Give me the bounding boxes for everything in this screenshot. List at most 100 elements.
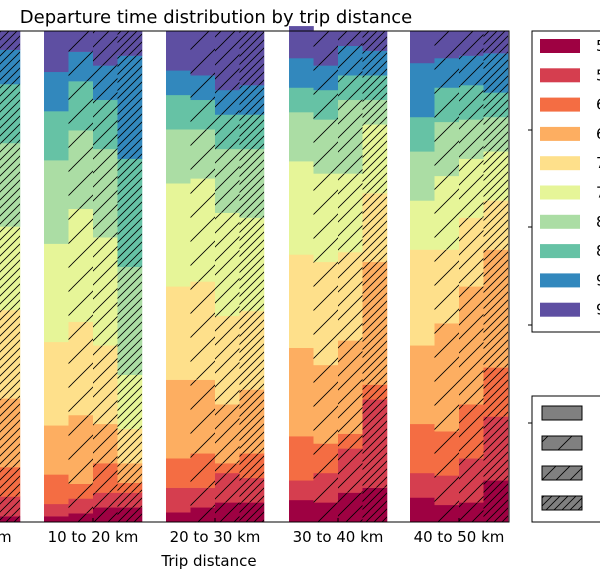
bar-hatch-g4-s3-b8 — [483, 53, 508, 93]
bar-hatch-g4-s3-b7 — [483, 92, 508, 117]
bar-hatch-g0-s3-b3 — [0, 398, 20, 468]
bar-hatch-g4-s1-b4 — [434, 249, 459, 324]
bar-hatch-g4-s1-b3 — [434, 323, 459, 432]
bar-hatch-g3-s1-b8 — [313, 65, 338, 90]
bar-segment-g3-s0-b1 — [289, 480, 314, 501]
bar-hatch-g3-s1-b4 — [313, 261, 338, 365]
bar-hatch-g3-s3-b6 — [362, 99, 387, 125]
x-tick-label-3: 30 to 40 km — [293, 528, 384, 546]
bar-segment-g1-s0-b7 — [44, 111, 69, 161]
bar-hatch-g3-s2-b3 — [338, 340, 363, 434]
legend-color-label-5: 7 — [596, 184, 600, 202]
bar-hatch-g2-s1-b4 — [190, 281, 215, 380]
bar-hatch-g3-s3-b4 — [362, 193, 387, 262]
bar-segment-g4-s0-b4 — [410, 249, 435, 346]
legend-color-label-2: 6 — [596, 96, 600, 114]
bar-hatch-g2-s3-b2 — [239, 453, 264, 478]
hatch-legend — [531, 395, 600, 523]
bar-segment-g1-s0-b0 — [44, 516, 69, 523]
bar-hatch-g1-s3-b7 — [117, 158, 142, 267]
bar-hatch-g1-s3-b4 — [117, 428, 142, 464]
bar-segment-g3-s0-b5 — [289, 161, 314, 255]
bar-hatch-g4-s2-b3 — [459, 286, 484, 405]
legend-color-swatch-6 — [540, 214, 580, 229]
bar-hatch-g1-s1-b4 — [68, 321, 93, 415]
bar-hatch-g1-s1-b9 — [68, 31, 93, 52]
bar-hatch-g2-s3-b0 — [239, 502, 264, 522]
legend-color-swatch-0 — [540, 39, 580, 53]
bar-hatch-g2-s3-b4 — [239, 310, 264, 390]
bar-segment-g3-s0-b3 — [289, 347, 314, 437]
bar-hatch-g3-s2-b9 — [338, 31, 363, 46]
x-tick-label-2: 20 to 30 km — [170, 528, 261, 546]
bar-hatch-g3-s2-b5 — [338, 173, 363, 252]
bar-hatch-g3-s2-b8 — [338, 45, 363, 76]
bar-segment-g2-s0-b6 — [166, 129, 191, 184]
bar-hatch-g2-s1-b8 — [190, 75, 215, 100]
legend-color-label-7: 8 — [596, 242, 600, 260]
bar-hatch-g1-s2-b4 — [93, 345, 118, 424]
bar-hatch-g3-s2-b1 — [338, 448, 363, 493]
bar-hatch-g4-s3-b6 — [483, 116, 508, 152]
bar-segment-g2-s0-b0 — [166, 512, 191, 523]
x-tick-label-0: 0 to 10 km — [0, 528, 12, 546]
bar-hatch-g1-s1-b7 — [68, 81, 93, 131]
bar-segment-g4-s0-b0 — [410, 497, 435, 523]
bar-hatch-g4-s2-b0 — [459, 502, 484, 522]
bar-segment-g2-s0-b7 — [166, 94, 191, 130]
bar-hatch-g2-s3-b7 — [239, 114, 264, 149]
legend-color-label-0: 5 — [596, 37, 600, 55]
bar-segment-g1-s0-b1 — [44, 503, 69, 517]
bar-hatch-g4-s2-b2 — [459, 404, 484, 459]
bar-hatch-g4-s1-b7 — [434, 87, 459, 122]
bar-segment-g2-s0-b2 — [166, 458, 191, 488]
bar-hatch-g3-s1-b5 — [313, 173, 338, 262]
bar-hatch-g0-s3-b4 — [0, 309, 20, 399]
bar-hatch-g2-s2-b6 — [215, 148, 240, 213]
legend-color-swatch-4 — [540, 156, 580, 171]
legend-color-label-9: 9 — [596, 301, 600, 319]
bar-hatch-g0-s3-b0 — [0, 516, 20, 522]
bar-hatch-g2-s3-b5 — [239, 217, 264, 311]
bar-hatch-g2-s2-b8 — [215, 89, 240, 115]
legend-color-label-6: 8 — [596, 213, 600, 231]
x-tick-label-1: 10 to 20 km — [48, 528, 139, 546]
bar-hatch-g3-s2-b4 — [338, 251, 363, 341]
bar-hatch-g0-s3-b7 — [0, 84, 20, 143]
bar-segment-g1-s0-b5 — [44, 243, 69, 343]
bar-hatch-g3-s3-b8 — [362, 50, 387, 76]
bar-hatch-g1-s3-b8 — [117, 55, 142, 159]
legend-color-swatch-3 — [540, 126, 580, 141]
bar-hatch-g1-s1-b5 — [68, 208, 93, 322]
right-axis-ticks — [528, 129, 532, 424]
plot-area — [0, 26, 509, 523]
bar-segment-g2-s0-b1 — [166, 487, 191, 513]
legend-color-swatch-1 — [540, 68, 580, 83]
legend-hatch-pattern-2 — [542, 466, 582, 480]
bar-hatch-g1-s2-b3 — [93, 423, 118, 464]
bar-hatch-g3-s2-b7 — [338, 75, 363, 100]
bar-hatch-g2-s2-b0 — [215, 502, 240, 522]
bar-hatch-g1-s1-b6 — [68, 130, 93, 209]
bar-hatch-g2-s2-b3 — [215, 404, 240, 464]
bar-segment-g4-s0-b6 — [410, 151, 435, 201]
bar-hatch-g1-s3-b6 — [117, 266, 142, 375]
bar-hatch-g4-s3-b2 — [483, 367, 508, 417]
bar-hatch-g2-s3-b6 — [239, 148, 264, 218]
bar-hatch-g3-s3-b1 — [362, 399, 387, 488]
bar-hatch-g2-s2-b2 — [215, 463, 240, 473]
legend-color-swatch-9 — [540, 302, 580, 317]
bar-hatch-g4-s3-b4 — [483, 200, 508, 250]
axes-frame — [0, 30, 510, 523]
bar-hatch-g0-s3-b5 — [0, 226, 20, 310]
bar-segment-g1-s0-b8 — [44, 71, 69, 112]
bar-hatch-g2-s1-b6 — [190, 129, 215, 179]
bar-hatch-g1-s2-b5 — [93, 237, 118, 346]
legend-hatch-swatch-0 — [541, 405, 583, 421]
x-axis-label: Trip distance — [160, 552, 256, 570]
bar-segment-g1-s0-b6 — [44, 160, 69, 244]
bar-segment-g4-s0-b5 — [410, 200, 435, 250]
bar-hatch-g3-s2-b2 — [338, 433, 363, 449]
bar-hatch-g4-s1-b2 — [434, 431, 459, 476]
bar-hatch-g1-s3-b0 — [117, 507, 142, 522]
